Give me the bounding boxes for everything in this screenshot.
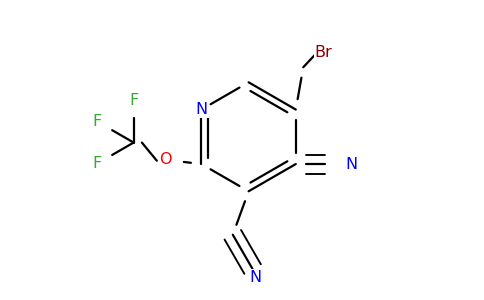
Text: O: O — [159, 152, 171, 167]
Text: N: N — [345, 157, 357, 172]
Text: N: N — [250, 270, 262, 285]
Text: F: F — [92, 156, 102, 171]
Text: F: F — [92, 114, 102, 129]
Text: F: F — [129, 93, 138, 108]
Text: N: N — [196, 102, 208, 117]
Text: Br: Br — [315, 45, 333, 60]
